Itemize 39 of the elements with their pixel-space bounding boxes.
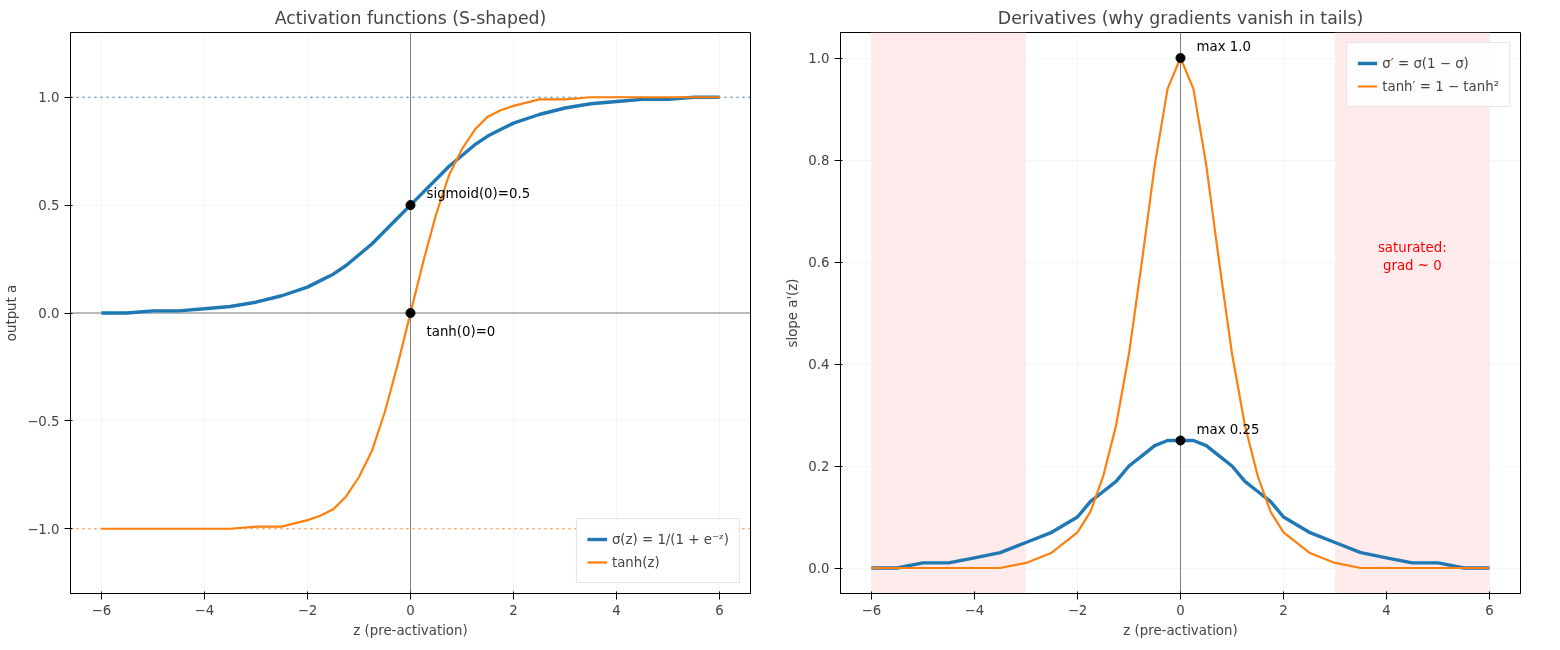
y-tick-label: 1.0	[38, 90, 60, 106]
data-label: tanh(0)=0	[426, 324, 496, 339]
x-tick-label: −2	[297, 602, 318, 618]
y-axis-title: slope a'(z)	[785, 278, 801, 348]
y-tick-label: 0.8	[808, 153, 830, 168]
y-axis-title: output a	[4, 284, 20, 342]
x-tick-label: 0	[1176, 602, 1185, 618]
x-tick-label: −2	[1067, 602, 1088, 618]
x-tick-label: 0	[406, 602, 415, 618]
x-tick-label: 2	[509, 602, 518, 618]
data-label: max 1.0	[1196, 39, 1251, 54]
x-tick-label: 6	[715, 602, 724, 618]
legend-label: σ(z) = 1/(1 + e⁻ᶻ)	[611, 531, 729, 547]
legend-label: σ′ = σ(1 − σ)	[1382, 55, 1469, 71]
y-tick-label: −1.0	[27, 521, 60, 537]
x-tick-label: 4	[612, 602, 621, 618]
line-series	[99, 95, 722, 315]
y-tick-label: 0.2	[808, 459, 830, 474]
chart-title: Derivatives (why gradients vanish in tails)	[997, 7, 1364, 28]
y-tick-label: 1.0	[808, 51, 830, 66]
chart-title: Activation functions (S-shaped)	[274, 7, 547, 28]
x-tick-label: −6	[861, 602, 882, 618]
x-tick-label: −4	[194, 602, 215, 618]
x-tick-label: 6	[1485, 602, 1494, 618]
y-tick-label: −0.5	[27, 413, 60, 429]
y-tick-label: 0.0	[38, 306, 60, 321]
legend-label: tanh(z)	[611, 554, 660, 570]
x-tick-label: −6	[91, 602, 112, 618]
x-tick-label: 4	[1382, 602, 1391, 618]
x-axis-title: z (pre-activation)	[1123, 622, 1238, 638]
band-label: saturated: grad ~ 0	[1377, 240, 1447, 274]
x-tick-label: 2	[1279, 602, 1288, 618]
x-tick-label: −4	[964, 602, 985, 618]
y-tick-label: 0.4	[808, 357, 830, 372]
y-tick-label: 0.0	[808, 561, 830, 576]
y-tick-label: 0.6	[808, 255, 830, 270]
x-axis-title: z (pre-activation)	[353, 622, 468, 638]
y-tick-label: 0.5	[38, 198, 60, 214]
legend-label: tanh′ = 1 − tanh²	[1382, 78, 1499, 94]
